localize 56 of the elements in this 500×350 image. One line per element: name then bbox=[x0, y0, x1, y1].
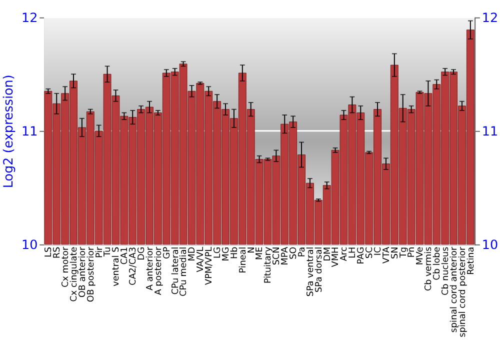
x-tick-label: Arc bbox=[340, 246, 350, 262]
y-axis-title: Log2 (expression) bbox=[0, 74, 16, 188]
x-tick-label: MD bbox=[188, 246, 198, 262]
x-tick-label: CA2/CA3 bbox=[128, 246, 139, 286]
x-tick-label: spinal cord posterior bbox=[458, 246, 468, 338]
x-tick-label: SO bbox=[289, 246, 300, 260]
y2-tick-label: 11 bbox=[482, 123, 498, 138]
x-tick-label: PAG bbox=[356, 246, 367, 264]
x-tick-label: Cb lobe bbox=[432, 246, 443, 280]
x-tick-label: Pineal bbox=[238, 246, 248, 274]
y-tick-label: 11 bbox=[21, 123, 38, 138]
x-tick-label: Hb bbox=[230, 246, 240, 260]
x-tick-label: Pn bbox=[407, 246, 418, 258]
x-tick-label: VPM/VPL bbox=[204, 246, 215, 285]
x-tick-label: ME bbox=[255, 246, 266, 260]
y-tick-label: 12 bbox=[21, 10, 38, 25]
x-tick-label: Cx motor bbox=[60, 246, 71, 288]
x-tick-label: LS bbox=[44, 246, 54, 258]
x-tick-label: A anterior bbox=[145, 246, 156, 291]
x-tick-label: OB anterior bbox=[78, 246, 88, 298]
x-tick-label: OB posterior bbox=[86, 246, 96, 302]
x-tick-label: Pituitary bbox=[264, 246, 274, 284]
x-tick-label: MPA bbox=[280, 246, 291, 266]
y2-tick-label: 12 bbox=[482, 10, 498, 25]
y2-tick-label: 10 bbox=[482, 236, 498, 252]
x-tick-label: CA1 bbox=[120, 246, 130, 265]
x-tick-label: SPa dorsal bbox=[314, 246, 324, 293]
x-tick-label: LH bbox=[348, 246, 358, 258]
x-tick-label: DG bbox=[137, 246, 147, 260]
x-tick-label: VTA bbox=[382, 246, 392, 264]
x-tick-label: ventral S bbox=[112, 246, 122, 286]
x-tick-label: GP bbox=[162, 246, 172, 259]
x-tick-label: Cx cingulate bbox=[69, 246, 80, 302]
x-tick-label: SCN bbox=[272, 246, 282, 266]
x-tick-label: Tg bbox=[398, 246, 409, 259]
x-tick-label: VA/VL bbox=[196, 246, 206, 272]
x-tick-label: Retina bbox=[466, 246, 476, 275]
x-tick-label: Tu bbox=[103, 246, 114, 258]
x-tick-label: Pir bbox=[94, 246, 105, 258]
x-tick-label: RS bbox=[52, 246, 63, 259]
x-tick-label: DM bbox=[322, 246, 333, 262]
x-tick-label: CPu medial bbox=[179, 246, 190, 296]
x-tick-label: Pa bbox=[297, 246, 308, 258]
x-tick-label: VMH bbox=[331, 246, 342, 268]
x-tick-label: SPa ventral bbox=[306, 246, 316, 297]
x-tick-label: MVe bbox=[416, 246, 426, 266]
x-tick-label: N bbox=[246, 246, 257, 254]
x-tick-label: A posterior bbox=[154, 246, 164, 296]
x-tick-label: spinal cord anterior bbox=[449, 246, 460, 333]
x-tick-label: CPu lateral bbox=[170, 246, 181, 295]
y-tick-label: 10 bbox=[21, 236, 38, 252]
x-tick-label: MG bbox=[221, 246, 232, 262]
x-tick-label: SN bbox=[390, 246, 400, 260]
x-tick-label: LG bbox=[213, 246, 224, 259]
x-tick-label: IC bbox=[373, 246, 384, 256]
x-tick-label: SC bbox=[365, 246, 376, 259]
